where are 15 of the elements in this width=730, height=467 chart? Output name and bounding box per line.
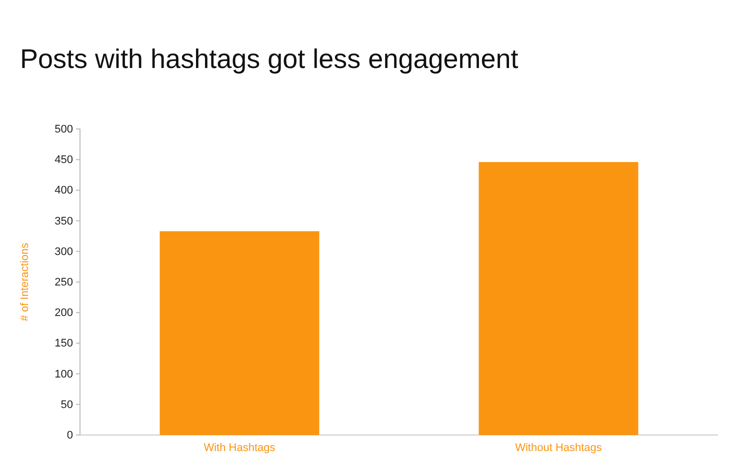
- y-tick-label: 250: [54, 276, 73, 289]
- y-tick-label: 300: [54, 246, 73, 258]
- chart-title: Posts with hashtags got less engagement: [20, 44, 519, 74]
- y-tick-label: 350: [54, 215, 73, 228]
- y-tick-label: 400: [54, 184, 73, 197]
- y-axis-title: # of Interactions: [19, 242, 31, 322]
- y-tick-label: 150: [54, 338, 73, 350]
- y-tick-label: 100: [54, 368, 73, 380]
- y-tick-label: 0: [66, 430, 73, 442]
- y-tick-label: 200: [54, 307, 73, 320]
- y-tick-label: 50: [60, 398, 73, 411]
- x-tick-label: With Hashtags: [204, 442, 276, 454]
- y-tick-label: 450: [54, 154, 73, 166]
- y-tick-label: 500: [54, 124, 73, 136]
- x-tick-label: Without Hashtags: [515, 442, 602, 454]
